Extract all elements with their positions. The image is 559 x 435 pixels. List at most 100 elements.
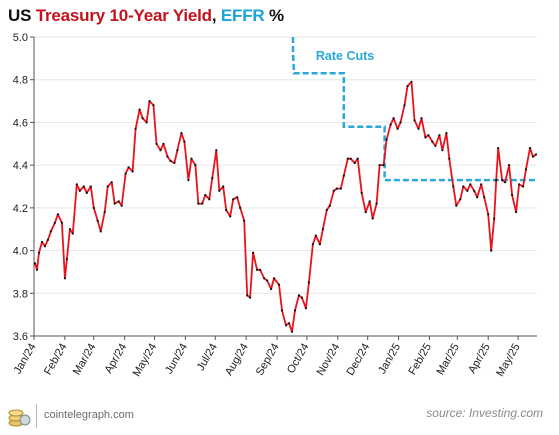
treasury-point	[469, 183, 472, 186]
treasury-point	[364, 211, 367, 214]
treasury-point	[46, 238, 50, 241]
treasury-point	[152, 104, 155, 107]
y-tick-label: 3.6	[13, 331, 28, 343]
x-tick-label: Dec/24	[344, 342, 372, 378]
treasury-point	[515, 211, 518, 214]
treasury-point	[487, 213, 490, 216]
x-tick-label: Oct/24	[285, 342, 312, 376]
treasury-point	[497, 147, 500, 150]
treasury-point	[356, 157, 359, 160]
treasury-point	[522, 185, 525, 188]
treasury-point	[328, 204, 331, 207]
treasury-point	[524, 168, 528, 171]
treasury-point	[65, 258, 68, 261]
treasury-point	[110, 181, 113, 184]
treasury-point	[528, 147, 532, 150]
treasury-point	[232, 198, 235, 201]
treasury-point	[131, 170, 134, 173]
treasury-point	[493, 217, 496, 220]
treasury-point	[297, 294, 300, 297]
yield-chart: 3.63.84.04.24.44.64.85.0 Jan/24 Feb/24 Mar…	[12, 32, 538, 379]
x-tick-label: Jul/24	[195, 342, 220, 373]
treasury-point	[518, 183, 521, 186]
site-name[interactable]: cointelegraph.com	[44, 409, 134, 421]
treasury-point	[483, 196, 486, 199]
treasury-point	[459, 198, 462, 201]
treasury-point	[399, 121, 402, 124]
y-tick-label: 4.4	[13, 160, 28, 172]
treasury-point	[293, 309, 297, 312]
treasury-point	[272, 277, 276, 280]
treasury-point	[287, 322, 291, 325]
treasury-point	[225, 208, 228, 212]
treasury-point	[176, 149, 179, 152]
coin-stack-logo-icon	[7, 406, 31, 428]
treasury-point	[201, 202, 204, 205]
treasury-point	[215, 149, 218, 152]
treasury-point	[534, 153, 538, 156]
x-tick-label: May/24	[131, 342, 159, 379]
treasury-point	[134, 127, 137, 130]
treasury-point	[531, 155, 535, 158]
treasury-point	[85, 191, 88, 194]
treasury-point	[208, 198, 211, 201]
treasury-point	[194, 164, 197, 167]
treasury-point	[106, 185, 109, 188]
treasury-point	[332, 189, 335, 192]
y-tick-label: 4.0	[13, 246, 28, 258]
treasury-point	[103, 211, 106, 214]
treasury-point	[243, 219, 246, 222]
treasury-point	[33, 262, 37, 265]
treasury-point	[249, 296, 252, 299]
x-tick-label: Mar/25	[434, 342, 462, 378]
effr-line	[291, 37, 536, 182]
x-tick-label: Jan/25	[376, 342, 403, 377]
y-tick-label: 4.8	[13, 75, 28, 87]
treasury-point	[37, 251, 41, 254]
chart-title: US Treasury 10-Year Yield, EFFR %	[8, 6, 284, 26]
treasury-point	[371, 217, 374, 220]
treasury-point	[311, 243, 314, 246]
treasury-point	[452, 185, 455, 188]
treasury-point	[246, 294, 249, 297]
treasury-point	[375, 202, 378, 205]
treasury-point	[124, 172, 127, 175]
treasury-point	[236, 196, 239, 199]
x-tick-label: May/25	[494, 342, 522, 379]
treasury-point	[410, 80, 413, 83]
treasury-point	[307, 281, 310, 284]
title-prefix: US	[8, 6, 36, 25]
treasury-point	[277, 283, 281, 286]
treasury-point	[82, 185, 85, 188]
treasury-point	[349, 157, 352, 160]
y-tick-label: 4.2	[13, 203, 28, 215]
treasury-point	[169, 159, 172, 162]
treasury-point	[427, 134, 430, 137]
title-comma: ,	[211, 6, 221, 25]
treasury-point	[190, 157, 193, 160]
treasury-point	[318, 243, 321, 246]
treasury-point	[75, 183, 78, 186]
treasury-point	[403, 104, 406, 107]
treasury-point	[68, 228, 71, 231]
x-tick-label: Mar/24	[71, 342, 99, 378]
treasury-point	[335, 187, 338, 190]
treasury-point	[392, 117, 395, 120]
treasury-point	[78, 189, 81, 192]
treasury-point	[138, 108, 141, 111]
treasury-point	[385, 138, 388, 141]
treasury-point	[173, 161, 176, 165]
x-tick-label: Apr/25	[466, 342, 493, 376]
y-tick-label: 3.8	[13, 288, 28, 300]
x-tick-label: Jun/24	[163, 342, 190, 377]
treasury-point	[353, 161, 356, 165]
treasury-point	[510, 193, 514, 197]
source-credit: source: Investing.com	[426, 406, 543, 420]
treasury-point	[441, 149, 444, 152]
treasury-point	[113, 202, 116, 205]
treasury-point	[148, 100, 151, 103]
treasury-point	[145, 121, 148, 124]
footer-divider	[36, 404, 37, 428]
treasury-point	[218, 189, 221, 192]
treasury-point	[229, 215, 232, 218]
